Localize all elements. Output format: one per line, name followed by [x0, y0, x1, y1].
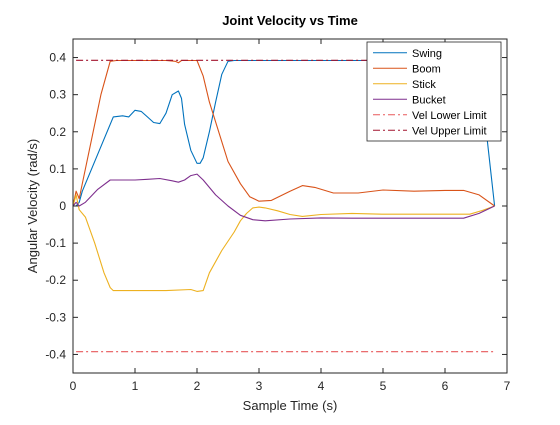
x-tick-label: 0 — [70, 379, 77, 393]
y-tick-label: 0 — [59, 199, 66, 213]
x-tick-label: 3 — [256, 379, 263, 393]
legend-box — [366, 41, 502, 142]
y-tick-label: 0.4 — [49, 51, 66, 65]
x-tick-label: 1 — [132, 379, 139, 393]
y-tick-label: -0.3 — [45, 310, 66, 324]
x-tick-label: 6 — [442, 379, 449, 393]
x-tick-label: 7 — [504, 379, 511, 393]
y-axis-label: Angular Velocity (rad/s) — [25, 139, 40, 273]
x-tick-label: 5 — [380, 379, 387, 393]
x-axis-label: Sample Time (s) — [243, 398, 338, 413]
series-line-bucket — [72, 173, 495, 222]
y-tick-label: -0.2 — [45, 273, 66, 287]
y-tick-label: -0.1 — [45, 236, 66, 250]
legend-label: Boom — [412, 63, 441, 75]
legend-label: Swing — [412, 48, 442, 60]
ticks-layer: 0 1 2 3 4 5 6 7 0.4 0.3 0.2 0.1 0 -0.1 -0.2 -0.3 -0.4 — [45, 39, 511, 393]
legend-label: Vel Lower Limit — [412, 110, 487, 122]
legend-label: Stick — [412, 79, 436, 91]
legend-label: Vel Upper Limit — [412, 125, 487, 137]
y-tick-label: 0.3 — [49, 88, 66, 102]
legend-label: Bucket — [412, 94, 446, 106]
x-tick-label: 2 — [194, 379, 201, 393]
y-tick-label: 0.2 — [49, 125, 66, 139]
legend: Swing Boom Stick Bucket Vel Lower Limit Vel U… — [366, 41, 502, 142]
chart-title: Joint Velocity vs Time — [222, 13, 358, 28]
series-line-boom — [72, 59, 495, 207]
y-tick-label: -0.4 — [45, 347, 66, 361]
y-tick-label: 0.1 — [49, 162, 66, 176]
series-line-stick — [72, 194, 495, 292]
x-tick-label: 4 — [318, 379, 325, 393]
